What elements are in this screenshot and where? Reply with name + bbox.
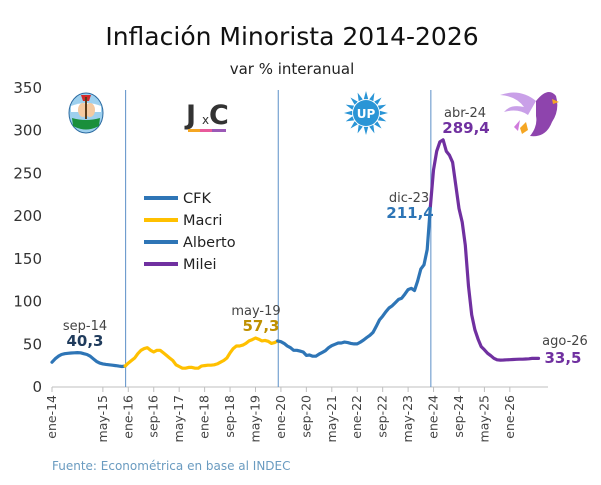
x-tick-label: sep-18: [222, 395, 237, 438]
x-tick-label: may-15: [95, 395, 110, 442]
x-tick-label: sep-16: [146, 395, 161, 438]
x-tick-label: may-25: [476, 395, 491, 442]
x-tick-label: may-17: [171, 395, 186, 442]
legend-label: Macri: [183, 213, 222, 229]
annotation-date: may-19: [231, 304, 280, 319]
up-logo-ray: [369, 92, 375, 102]
pj-shield-logo: [68, 92, 104, 134]
legend: CFK Macri Alberto Milei: [144, 191, 236, 273]
x-tick-label: sep-24: [451, 395, 466, 438]
annotation-dic-23: dic-23 211,4: [386, 191, 433, 222]
series-lines: [50, 138, 541, 370]
x-tick-label: may-23: [400, 395, 415, 442]
up-logo-ray: [350, 97, 358, 105]
up-logo-ray: [369, 124, 375, 134]
x-tick-label: ene-22: [349, 395, 364, 439]
annotation-may-19: may-19 57,3: [231, 304, 280, 335]
annotation-value: 289,4: [442, 119, 489, 137]
jxc-logo: J x C: [184, 100, 229, 132]
x-tick-label: may-19: [247, 395, 262, 442]
up-logo-ray: [363, 126, 369, 135]
annotation-value: 33,5: [544, 349, 581, 367]
up-logo-ray: [345, 104, 355, 110]
y-tick-label: 100: [13, 293, 42, 311]
up-logo-ray: [377, 116, 387, 122]
y-tick-label: 150: [13, 250, 42, 268]
x-tick-label: ene-18: [197, 395, 212, 439]
chart-subtitle: var % interanual: [230, 60, 355, 78]
y-tick-label: 0: [32, 378, 42, 396]
series-line-macri: [123, 336, 280, 370]
legend-item-milei: Milei: [144, 257, 217, 273]
up-logo-ray: [374, 121, 382, 129]
y-tick-label: 200: [13, 207, 42, 225]
annotation-sep-14: sep-14 40,3: [63, 319, 107, 350]
up-logo-ray: [345, 116, 355, 122]
up-logo-ray: [374, 97, 382, 105]
x-tick-label: may-21: [324, 395, 339, 442]
svg-text:x: x: [202, 113, 209, 127]
chart-title: Inflación Minorista 2014-2026: [105, 22, 478, 51]
up-logo-ray: [363, 91, 369, 100]
x-tick-label: ene-14: [44, 395, 59, 439]
legend-label: Milei: [183, 257, 217, 273]
period-separators: [125, 90, 432, 387]
annotation-date: sep-14: [63, 319, 107, 334]
up-logo-ray: [344, 110, 353, 116]
series-line-milei: [428, 138, 541, 362]
y-tick-label: 250: [13, 164, 42, 182]
up-logo-ray: [357, 92, 363, 102]
up-logo-rays: [344, 91, 388, 135]
up-logo-ray: [350, 121, 358, 129]
annotation-value: 211,4: [386, 204, 433, 222]
annotation-value: 40,3: [66, 332, 103, 350]
x-tick-label: sep-20: [298, 395, 313, 438]
annotation-value: 57,3: [242, 317, 279, 335]
up-logo-ray: [379, 110, 388, 116]
axes: 0 50 100 150 200 250 300 350 ene-14 may-15 ene-16 s…: [13, 79, 548, 442]
annotation-date: ago-26: [542, 334, 588, 349]
legend-item-cfk: CFK: [144, 191, 211, 207]
series-line-cfk: [50, 351, 127, 369]
lla-eagle-logo: [500, 92, 559, 137]
y-tick-label: 50: [23, 335, 42, 353]
up-logo-ray: [357, 124, 363, 134]
annotation-abr-24: abr-24 289,4: [442, 106, 489, 137]
y-tick-label: 300: [13, 122, 42, 140]
x-tick-label: ene-20: [273, 395, 288, 439]
annotation-ago-26: ago-26 33,5: [542, 334, 588, 367]
x-tick-label: ene-26: [502, 395, 517, 439]
x-tick-label: ene-24: [426, 395, 441, 439]
annotation-date: abr-24: [444, 106, 486, 121]
series-line-alberto: [276, 204, 432, 358]
up-logo-text: UP: [357, 107, 376, 121]
annotation-date: dic-23: [389, 191, 429, 206]
up-logo-ray: [377, 104, 387, 110]
svg-text:C: C: [209, 100, 229, 131]
legend-label: Alberto: [183, 235, 236, 251]
jxc-logo-text: J: [184, 100, 196, 131]
source-note: Fuente: Econométrica en base al INDEC: [52, 459, 291, 473]
x-tick-label: ene-16: [120, 395, 135, 439]
x-tick-label: sep-22: [375, 395, 390, 438]
up-logo: UP: [344, 91, 388, 135]
legend-item-alberto: Alberto: [144, 235, 236, 251]
annotations: sep-14 40,3 may-19 57,3 dic-23 211,4 abr…: [63, 106, 588, 367]
legend-label: CFK: [183, 191, 211, 207]
y-tick-label: 350: [13, 79, 42, 97]
legend-item-macri: Macri: [144, 213, 222, 229]
